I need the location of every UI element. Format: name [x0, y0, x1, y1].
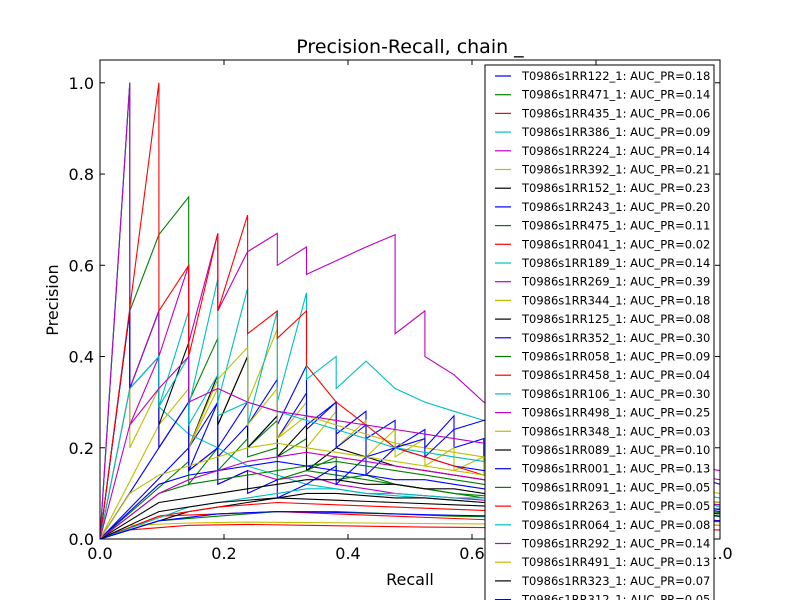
- legend-label-19: T0986s1RR498_1: AUC_PR=0.25: [521, 406, 710, 420]
- x-axis-label: Recall: [386, 570, 434, 589]
- legend: T0986s1RR122_1: AUC_PR=0.18 T0986s1RR471_…: [484, 64, 715, 600]
- legend-label-12: T0986s1RR269_1: AUC_PR=0.39: [521, 275, 710, 289]
- y-tick-label: 1.0: [69, 74, 94, 93]
- legend-label-21: T0986s1RR089_1: AUC_PR=0.10: [521, 443, 710, 457]
- legend-label-22: T0986s1RR001_1: AUC_PR=0.13: [521, 462, 710, 476]
- legend-label-16: T0986s1RR058_1: AUC_PR=0.09: [521, 350, 710, 364]
- legend-label-11: T0986s1RR189_1: AUC_PR=0.14: [521, 256, 710, 270]
- legend-label-15: T0986s1RR352_1: AUC_PR=0.30: [521, 331, 710, 345]
- y-tick-label: 0.8: [69, 165, 94, 184]
- x-tick-label: 0.6: [459, 544, 484, 563]
- legend-label-1: T0986s1RR122_1: AUC_PR=0.18: [521, 69, 710, 83]
- legend-label-3: T0986s1RR435_1: AUC_PR=0.06: [521, 106, 710, 120]
- legend-label-23: T0986s1RR091_1: AUC_PR=0.05: [521, 480, 710, 494]
- legend-label-8: T0986s1RR243_1: AUC_PR=0.20: [521, 200, 710, 214]
- plot-frame: [99, 59, 721, 540]
- legend-label-18: T0986s1RR106_1: AUC_PR=0.30: [521, 387, 710, 401]
- legend-label-20: T0986s1RR348_1: AUC_PR=0.03: [521, 424, 710, 438]
- legend-label-26: T0986s1RR292_1: AUC_PR=0.14: [521, 537, 710, 551]
- chart-title: Precision-Recall, chain _: [296, 36, 524, 58]
- legend-box: [484, 64, 715, 600]
- legend-label-9: T0986s1RR475_1: AUC_PR=0.11: [521, 219, 710, 233]
- legend-label-29: T0986s1RR312_1: AUC_PR=0.05: [521, 593, 710, 600]
- y-axis-label: Precision: [43, 264, 62, 335]
- legend-label-28: T0986s1RR323_1: AUC_PR=0.07: [521, 574, 710, 588]
- legend-label-4: T0986s1RR386_1: AUC_PR=0.09: [521, 125, 710, 139]
- legend-label-24: T0986s1RR263_1: AUC_PR=0.05: [521, 499, 710, 513]
- legend-label-25: T0986s1RR064_1: AUC_PR=0.08: [521, 518, 710, 532]
- legend-label-14: T0986s1RR125_1: AUC_PR=0.08: [521, 312, 710, 326]
- legend-label-10: T0986s1RR041_1: AUC_PR=0.02: [521, 237, 710, 251]
- legend-label-17: T0986s1RR458_1: AUC_PR=0.04: [521, 368, 710, 382]
- legend-label-13: T0986s1RR344_1: AUC_PR=0.18: [521, 293, 710, 307]
- legend-label-27: T0986s1RR491_1: AUC_PR=0.13: [521, 555, 710, 569]
- x-tick-label: 0.2: [211, 544, 236, 563]
- y-tick-label: 0.6: [69, 256, 94, 275]
- legend-label-5: T0986s1RR224_1: AUC_PR=0.14: [521, 144, 710, 158]
- legend-label-7: T0986s1RR152_1: AUC_PR=0.23: [521, 181, 710, 195]
- legend-label-2: T0986s1RR471_1: AUC_PR=0.14: [521, 88, 710, 102]
- y-tick-label: 0.0: [69, 530, 94, 549]
- x-tick-label: 0.0: [87, 544, 112, 563]
- y-tick-label: 0.2: [69, 439, 94, 458]
- x-tick-label: 0.4: [335, 544, 360, 563]
- y-tick-label: 0.4: [69, 348, 94, 367]
- legend-label-6: T0986s1RR392_1: AUC_PR=0.21: [521, 163, 710, 177]
